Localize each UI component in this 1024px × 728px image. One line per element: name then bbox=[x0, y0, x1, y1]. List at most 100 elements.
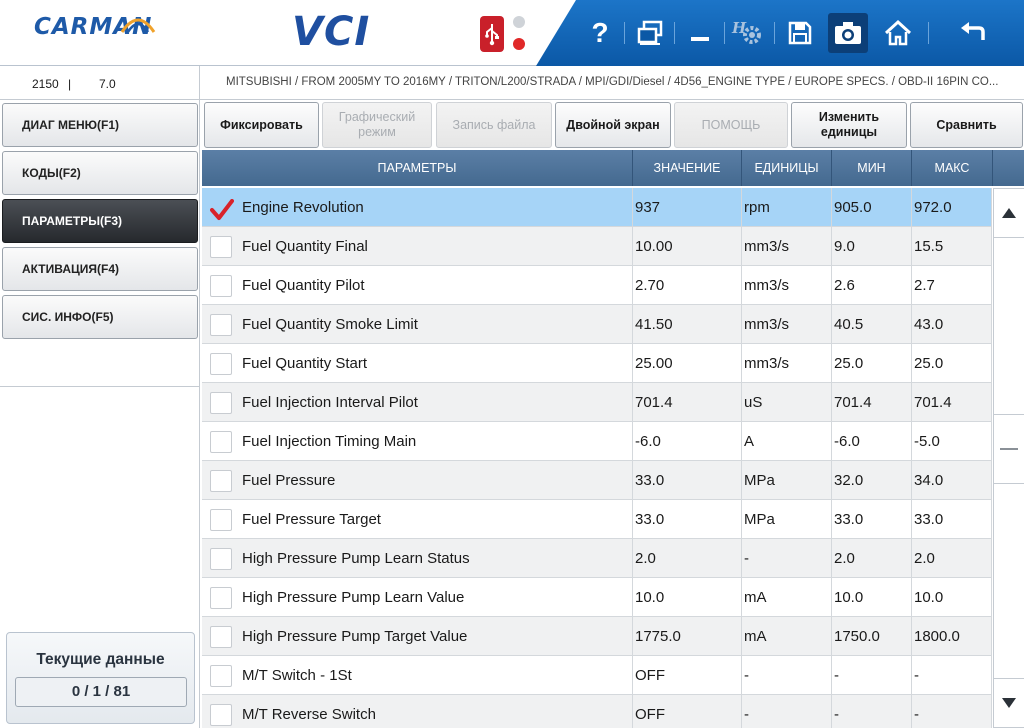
column-header-min[interactable]: МИН bbox=[832, 150, 912, 186]
sidebar-item-parameters[interactable]: ПАРАМЕТРЫ(F3) bbox=[2, 199, 198, 243]
table-row[interactable]: M/T Switch - 1St OFF - - - bbox=[202, 656, 992, 695]
parameter-name: Fuel Quantity Pilot bbox=[242, 277, 365, 294]
parameter-name: Fuel Quantity Smoke Limit bbox=[242, 316, 418, 333]
save-button[interactable] bbox=[780, 13, 820, 53]
connection-led-off bbox=[513, 16, 525, 28]
app-header: CARMAN VCI ? bbox=[0, 0, 1024, 66]
parameter-cell: Fuel Quantity Start bbox=[202, 344, 633, 383]
parameter-table: Engine Revolution 937 rpm 905.0 972.0 Fuel Qu… bbox=[202, 188, 992, 728]
change-units-button[interactable]: Изменить единицы bbox=[791, 102, 907, 148]
parameter-cell: Engine Revolution bbox=[202, 188, 633, 227]
compare-button[interactable]: Сравнить bbox=[910, 102, 1023, 148]
table-row[interactable]: Engine Revolution 937 rpm 905.0 972.0 bbox=[202, 188, 992, 227]
sidebar-item-diag-menu[interactable]: ДИАГ МЕНЮ(F1) bbox=[2, 103, 198, 147]
parameter-cell: Fuel Pressure Target bbox=[202, 500, 633, 539]
table-row[interactable]: Fuel Injection Timing Main -6.0 A -6.0 -5.0 bbox=[202, 422, 992, 461]
dual-screen-button[interactable]: Двойной экран bbox=[555, 102, 671, 148]
main-toolbar: ? H bbox=[536, 0, 1024, 66]
scroll-down-button[interactable] bbox=[994, 678, 1024, 728]
device-code: 2150 bbox=[32, 77, 59, 91]
unit-cell: rpm bbox=[742, 188, 832, 227]
parameter-cell: High Pressure Pump Learn Status bbox=[202, 539, 633, 578]
row-checkbox[interactable] bbox=[210, 353, 232, 375]
table-row[interactable]: Fuel Pressure 33.0 MPa 32.0 34.0 bbox=[202, 461, 992, 500]
column-header-max[interactable]: МАКС bbox=[912, 150, 993, 186]
unit-cell: - bbox=[742, 539, 832, 578]
row-checkbox[interactable] bbox=[210, 392, 232, 414]
table-row[interactable]: High Pressure Pump Target Value 1775.0 mA 1… bbox=[202, 617, 992, 656]
table-row[interactable]: Fuel Quantity Smoke Limit 41.50 mm3/s 40.5 4… bbox=[202, 305, 992, 344]
function-button-bar: Фиксировать Графический режим Запись фай… bbox=[200, 100, 1024, 150]
table-row[interactable]: High Pressure Pump Learn Value 10.0 mA 10.0… bbox=[202, 578, 992, 617]
min-cell: 1750.0 bbox=[832, 617, 912, 656]
row-checkbox[interactable] bbox=[210, 626, 232, 648]
screenshot-button[interactable] bbox=[828, 13, 868, 53]
row-checkbox[interactable] bbox=[210, 704, 232, 726]
row-checkbox[interactable] bbox=[210, 314, 232, 336]
row-checkbox[interactable] bbox=[210, 470, 232, 492]
minimize-button[interactable] bbox=[680, 13, 720, 53]
record-file-button[interactable]: Запись файла bbox=[436, 102, 552, 148]
settings-button[interactable]: H bbox=[728, 13, 768, 53]
table-row[interactable]: M/T Reverse Switch OFF - - - bbox=[202, 695, 992, 728]
home-button[interactable] bbox=[878, 13, 918, 53]
row-checkbox[interactable] bbox=[210, 509, 232, 531]
diagnostic-sidebar: ДИАГ МЕНЮ(F1) КОДЫ(F2) ПАРАМЕТРЫ(F3) АКТ… bbox=[0, 100, 200, 728]
row-checkbox[interactable] bbox=[210, 587, 232, 609]
fix-button[interactable]: Фиксировать bbox=[204, 102, 319, 148]
scroll-grip-icon bbox=[1000, 448, 1018, 450]
logo-arc-icon bbox=[120, 18, 156, 33]
min-cell: 905.0 bbox=[832, 188, 912, 227]
row-checkbox[interactable] bbox=[210, 236, 232, 258]
value-cell: 2.70 bbox=[633, 266, 742, 305]
scroll-up-button[interactable] bbox=[994, 188, 1024, 238]
parameter-name: Fuel Quantity Start bbox=[242, 355, 368, 372]
unit-cell: mm3/s bbox=[742, 344, 832, 383]
unit-cell: MPa bbox=[742, 500, 832, 539]
scroll-thumb[interactable] bbox=[994, 414, 1024, 484]
vehicle-info-bar: 2150 | 7.0 MITSUBISHI / FROM 2005MY TO 2… bbox=[0, 66, 1024, 100]
info-separator: | bbox=[68, 77, 72, 91]
max-cell: 2.0 bbox=[912, 539, 992, 578]
column-header-units[interactable]: ЕДИНИЦЫ bbox=[742, 150, 832, 186]
min-cell: 9.0 bbox=[832, 227, 912, 266]
row-checkbox[interactable] bbox=[210, 665, 232, 687]
back-button[interactable] bbox=[952, 13, 992, 53]
windows-button[interactable] bbox=[630, 13, 670, 53]
settings-icon: H bbox=[731, 19, 761, 44]
sidebar-item-codes[interactable]: КОДЫ(F2) bbox=[2, 151, 198, 195]
vci-logo: VCI bbox=[292, 9, 371, 55]
table-row[interactable]: High Pressure Pump Learn Status 2.0-2.0 2.… bbox=[202, 539, 992, 578]
checkmark-icon[interactable] bbox=[210, 197, 234, 220]
row-checkbox[interactable] bbox=[210, 275, 232, 297]
table-row[interactable]: Fuel Quantity Start 25.00 mm3/s 25.0 25.0 bbox=[202, 344, 992, 383]
unit-cell: mA bbox=[742, 617, 832, 656]
value-cell: 10.0 bbox=[633, 578, 742, 617]
parameter-name: Fuel Injection Interval Pilot bbox=[242, 394, 418, 411]
help-text-button[interactable]: ПОМОЩЬ bbox=[674, 102, 788, 148]
table-scrollbar[interactable] bbox=[993, 188, 1024, 728]
min-cell: 10.0 bbox=[832, 578, 912, 617]
parameter-name: High Pressure Pump Target Value bbox=[242, 628, 468, 645]
max-cell: 1800.0 bbox=[912, 617, 992, 656]
max-cell: -5.0 bbox=[912, 422, 992, 461]
unit-cell: mm3/s bbox=[742, 227, 832, 266]
help-button[interactable]: ? bbox=[580, 13, 620, 53]
max-cell: 10.0 bbox=[912, 578, 992, 617]
sidebar-item-system-info[interactable]: СИС. ИНФО(F5) bbox=[2, 295, 198, 339]
row-checkbox[interactable] bbox=[210, 548, 232, 570]
help-icon: ? bbox=[591, 17, 609, 48]
software-version: 7.0 bbox=[99, 77, 116, 91]
table-row[interactable]: Fuel Injection Interval Pilot 701.4 uS 701.… bbox=[202, 383, 992, 422]
table-row[interactable]: Fuel Quantity Final 10.00 mm3/s 9.0 15.5 bbox=[202, 227, 992, 266]
value-cell: 1775.0 bbox=[633, 617, 742, 656]
table-row[interactable]: Fuel Pressure Target 33.0 MPa 33.0 33.0 bbox=[202, 500, 992, 539]
vehicle-path: MITSUBISHI / FROM 2005MY TO 2016MY / TRI… bbox=[226, 76, 999, 88]
sidebar-item-activation[interactable]: АКТИВАЦИЯ(F4) bbox=[2, 247, 198, 291]
column-header-value[interactable]: ЗНАЧЕНИЕ bbox=[633, 150, 742, 186]
value-cell: 25.00 bbox=[633, 344, 742, 383]
column-header-parameters[interactable]: ПАРАМЕТРЫ bbox=[202, 150, 633, 186]
graph-mode-button[interactable]: Графический режим bbox=[322, 102, 432, 148]
table-row[interactable]: Fuel Quantity Pilot 2.70 mm3/s 2.6 2.7 bbox=[202, 266, 992, 305]
row-checkbox[interactable] bbox=[210, 431, 232, 453]
